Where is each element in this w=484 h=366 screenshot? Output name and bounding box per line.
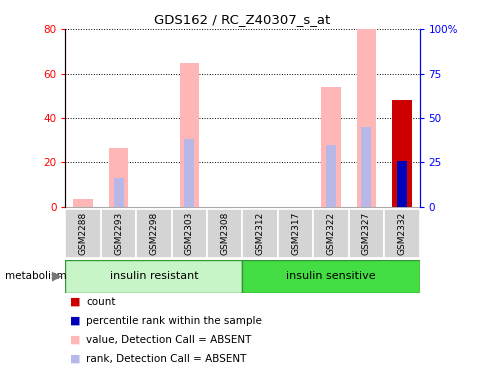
Bar bbox=[179, 63, 199, 207]
Text: ■: ■ bbox=[70, 354, 81, 364]
Bar bbox=[361, 127, 371, 207]
Text: GSM2327: GSM2327 bbox=[361, 212, 370, 255]
Text: GSM2308: GSM2308 bbox=[220, 212, 229, 255]
Bar bbox=[348, 209, 383, 258]
Bar bbox=[356, 29, 376, 207]
Bar bbox=[242, 260, 419, 293]
Text: GSM2303: GSM2303 bbox=[184, 212, 194, 255]
Text: GSM2293: GSM2293 bbox=[114, 212, 123, 255]
Text: GSM2298: GSM2298 bbox=[149, 212, 158, 255]
Bar bbox=[313, 209, 348, 258]
Bar bbox=[396, 161, 406, 207]
Text: ■: ■ bbox=[70, 335, 81, 345]
Bar bbox=[113, 178, 123, 207]
Text: ▶: ▶ bbox=[52, 270, 62, 283]
Bar bbox=[108, 148, 128, 207]
Bar bbox=[184, 139, 194, 207]
Bar bbox=[242, 209, 277, 258]
Bar bbox=[101, 209, 136, 258]
Text: rank, Detection Call = ABSENT: rank, Detection Call = ABSENT bbox=[86, 354, 246, 364]
Bar bbox=[325, 145, 335, 207]
Text: GSM2332: GSM2332 bbox=[396, 212, 406, 255]
Bar bbox=[277, 209, 313, 258]
Text: value, Detection Call = ABSENT: value, Detection Call = ABSENT bbox=[86, 335, 251, 345]
Bar bbox=[171, 209, 207, 258]
Text: GSM2312: GSM2312 bbox=[255, 212, 264, 255]
Bar bbox=[136, 209, 171, 258]
Bar bbox=[65, 209, 101, 258]
Text: GSM2288: GSM2288 bbox=[78, 212, 88, 255]
Bar bbox=[320, 87, 340, 207]
Text: GDS162 / RC_Z40307_s_at: GDS162 / RC_Z40307_s_at bbox=[154, 13, 330, 26]
Text: insulin sensitive: insulin sensitive bbox=[286, 271, 375, 281]
Bar bbox=[207, 209, 242, 258]
Bar bbox=[383, 209, 419, 258]
Text: ■: ■ bbox=[70, 316, 81, 326]
Text: GSM2317: GSM2317 bbox=[290, 212, 300, 255]
Text: count: count bbox=[86, 297, 116, 307]
Text: insulin resistant: insulin resistant bbox=[109, 271, 198, 281]
Text: GSM2322: GSM2322 bbox=[326, 212, 335, 255]
Text: percentile rank within the sample: percentile rank within the sample bbox=[86, 316, 262, 326]
Text: ■: ■ bbox=[70, 297, 81, 307]
Text: metabolism: metabolism bbox=[5, 271, 66, 281]
Bar bbox=[73, 199, 93, 207]
Bar bbox=[65, 260, 242, 293]
Bar bbox=[391, 100, 411, 207]
